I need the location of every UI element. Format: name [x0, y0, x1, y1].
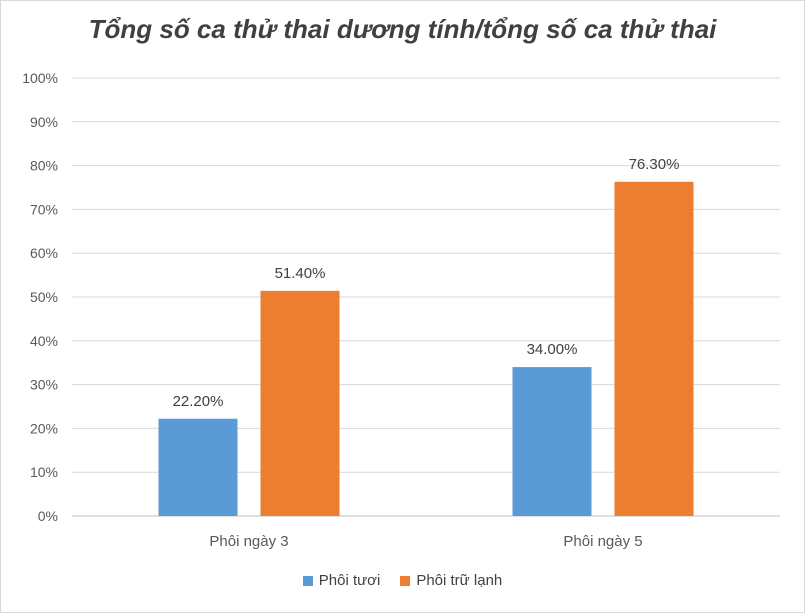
bar-frozen-2	[614, 181, 694, 516]
legend-item-fresh: Phôi tươi	[302, 572, 381, 589]
y-tick-label: 80%	[30, 158, 58, 174]
y-tick-label: 60%	[30, 245, 58, 261]
legend-swatch-fresh	[302, 575, 313, 586]
legend-label-fresh: Phôi tươi	[318, 572, 381, 589]
y-tick-label: 100%	[22, 70, 58, 86]
y-tick-label: 20%	[30, 420, 58, 436]
x-tick-label: Phôi ngày 5	[563, 533, 642, 550]
data-label: 34.00%	[527, 341, 578, 358]
data-label: 51.40%	[275, 265, 326, 282]
y-tick-label: 10%	[30, 464, 58, 480]
legend-item-frozen: Phôi trữ lạnh	[400, 572, 502, 589]
legend: Phôi tươi Phôi trữ lạnh	[0, 572, 805, 589]
data-label: 76.30%	[629, 156, 680, 173]
y-tick-label: 40%	[30, 333, 58, 349]
y-tick-label: 70%	[30, 201, 58, 217]
chart-title: Tổng số ca thử thai dương tính/tổng số c…	[88, 14, 717, 44]
data-label: 22.20%	[173, 393, 224, 410]
x-tick-label: Phôi ngày 3	[209, 533, 288, 550]
legend-label-frozen: Phôi trữ lạnh	[416, 572, 503, 589]
y-tick-label: 50%	[30, 289, 58, 305]
legend-swatch-frozen	[400, 575, 411, 586]
y-tick-label: 90%	[30, 114, 58, 130]
bar-fresh-2	[512, 367, 592, 516]
bar-frozen-1	[260, 290, 340, 516]
bar-fresh-1	[158, 418, 238, 516]
y-tick-label: 30%	[30, 377, 58, 393]
y-tick-label: 0%	[38, 508, 58, 524]
